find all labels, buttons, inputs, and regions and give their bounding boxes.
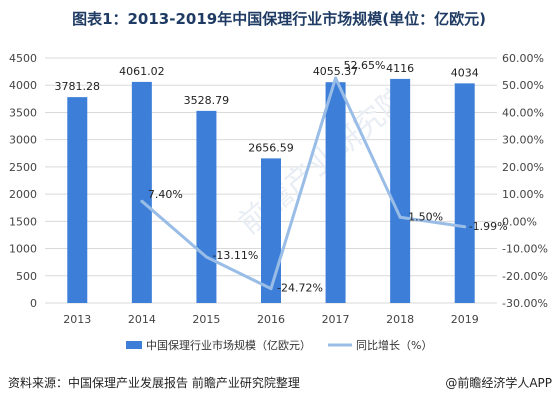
legend-bar-label: 中国保理行业市场规模（亿欧元） bbox=[146, 338, 311, 352]
y-left-tick-label: 0 bbox=[30, 297, 37, 310]
x-tick-label: 2018 bbox=[386, 313, 414, 326]
growth-value-label: 52.65% bbox=[344, 59, 386, 72]
y-right-tick-label: 50.00% bbox=[502, 79, 544, 92]
bar bbox=[67, 97, 88, 303]
growth-point bbox=[398, 215, 402, 219]
growth-point bbox=[204, 255, 208, 259]
y-right-tick-label: 10.00% bbox=[502, 188, 544, 201]
growth-value-label: 7.40% bbox=[148, 188, 183, 201]
chart-svg: 0 500 1000 1500 2000 2500 3000 3500 4000 4500 -30.… bbox=[9, 52, 548, 352]
growth-point bbox=[334, 76, 338, 80]
y-right-tick-label: 0.00% bbox=[502, 215, 537, 228]
y-right-tick-label: -30.00% bbox=[502, 297, 548, 310]
chart-title: 图表1：2013-2019年中国保理行业市场规模(单位：亿欧元) bbox=[72, 10, 486, 28]
x-tick-label: 2016 bbox=[257, 313, 285, 326]
growth-point bbox=[140, 199, 144, 203]
y-right-tick-label: 40.00% bbox=[502, 106, 544, 119]
y-right-tick-label: -10.00% bbox=[502, 243, 548, 256]
bar bbox=[261, 158, 281, 303]
growth-value-label: -1.99% bbox=[469, 220, 508, 233]
bar bbox=[390, 78, 411, 303]
bar-value-label: 3781.28 bbox=[55, 80, 101, 93]
brand-credit: @前瞻经济学人APP bbox=[445, 376, 552, 390]
x-tick-label: 2014 bbox=[128, 313, 156, 326]
legend-line-label: 同比增长（%） bbox=[356, 338, 432, 352]
y-left-tick-label: 4000 bbox=[9, 79, 37, 92]
growth-point bbox=[463, 225, 467, 229]
y-right-tick-label: -20.00% bbox=[502, 270, 548, 283]
y-left-tick-label: 2500 bbox=[9, 161, 37, 174]
bar-value-label: 4116 bbox=[386, 62, 414, 75]
y-left-tick-label: 1000 bbox=[9, 243, 37, 256]
bar-value-label: 4055.37 bbox=[313, 65, 359, 78]
x-tick-label: 2017 bbox=[322, 313, 350, 326]
bar-value-label: 2656.59 bbox=[248, 141, 294, 154]
growth-value-label: -24.72% bbox=[277, 282, 323, 295]
chart-area: 0 500 1000 1500 2000 2500 3000 3500 4000 4500 -30.… bbox=[0, 38, 558, 368]
bar bbox=[131, 81, 152, 303]
x-tick-label: 2015 bbox=[192, 313, 220, 326]
y-left-tick-label: 3000 bbox=[9, 134, 37, 147]
y-right-tick-label: 30.00% bbox=[502, 134, 544, 147]
y-left-tick-label: 1500 bbox=[9, 215, 37, 228]
bar-value-label: 3528.79 bbox=[184, 94, 230, 107]
x-tick-label: 2019 bbox=[451, 313, 479, 326]
bar-value-label: 4061.02 bbox=[119, 65, 165, 78]
y-left-tick-label: 2000 bbox=[9, 188, 37, 201]
watermark: 前瞻产业研究院 bbox=[232, 80, 415, 242]
y-left-tick-label: 3500 bbox=[9, 106, 37, 119]
growth-value-label: -13.11% bbox=[212, 249, 258, 262]
bar bbox=[325, 82, 346, 303]
y-left-tick-label: 500 bbox=[16, 270, 37, 283]
legend-bar-swatch bbox=[126, 341, 142, 349]
bar-value-label: 4034 bbox=[451, 66, 479, 79]
bar bbox=[454, 83, 475, 303]
source-note: 资料来源：中国保理产业发展报告 前瞻产业研究院整理 bbox=[8, 376, 300, 390]
bar bbox=[196, 110, 217, 304]
y-left-tick-label: 4500 bbox=[9, 52, 37, 65]
growth-value-label: 1.50% bbox=[408, 210, 443, 223]
x-tick-label: 2013 bbox=[63, 313, 91, 326]
y-right-tick-label: 60.00% bbox=[502, 52, 544, 65]
growth-point bbox=[269, 287, 273, 291]
y-right-tick-label: 20.00% bbox=[502, 161, 544, 174]
growth-line bbox=[140, 76, 465, 291]
